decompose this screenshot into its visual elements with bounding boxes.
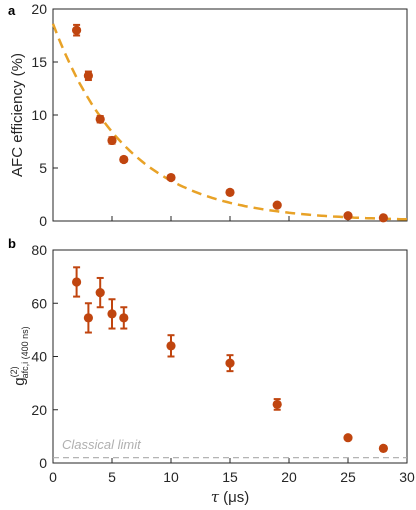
data-point-b-2 xyxy=(95,288,105,298)
data-point-a-3 xyxy=(107,135,117,146)
ytick-label-a-4: 20 xyxy=(31,1,47,17)
panel-b-letter: b xyxy=(8,236,16,251)
xlabel-unit: (μs) xyxy=(223,489,249,506)
fit-curve xyxy=(51,23,408,221)
data-point-a-1 xyxy=(83,71,93,81)
data-point-b-0 xyxy=(72,277,82,287)
data-point-a-9 xyxy=(378,213,388,223)
xtick-label-b-3: 15 xyxy=(222,469,238,485)
data-point-b-3 xyxy=(107,309,117,319)
xtick-label-b-6: 30 xyxy=(399,469,415,485)
data-point-a-7 xyxy=(272,200,282,210)
classical-limit-label: Classical limit xyxy=(62,437,142,452)
panel-a-letter: a xyxy=(8,3,16,18)
data-point-b-4 xyxy=(119,313,129,323)
ytick-label-a-3: 15 xyxy=(31,54,47,70)
panel-a-ticks: 0 5 10 15 20 xyxy=(31,1,408,229)
data-point-b-7 xyxy=(272,399,282,410)
ylabel-main: g xyxy=(11,377,28,385)
panel-b-ylabel: g(2)afc,i (400 ns) xyxy=(9,326,30,385)
panel-a-points xyxy=(72,23,388,223)
ylabel-sup: (2) xyxy=(9,366,19,377)
ytick-label-a-0: 0 xyxy=(39,213,47,229)
xtick-label-b-4: 20 xyxy=(281,469,297,485)
panel-a-ylabel: AFC efficiency (%) xyxy=(9,53,26,177)
ytick-label-b-4: 80 xyxy=(31,242,47,258)
ytick-label-b-2: 40 xyxy=(31,349,47,365)
xtick-label-b-1: 5 xyxy=(108,469,116,485)
xtick-label-b-5: 25 xyxy=(340,469,356,485)
ylabel-sub: afc,i (400 ns) xyxy=(20,326,30,378)
ytick-label-a-1: 5 xyxy=(39,160,47,176)
data-point-a-0 xyxy=(72,25,82,35)
ytick-label-b-1: 20 xyxy=(31,402,47,418)
xtick-label-b-0: 0 xyxy=(49,469,57,485)
data-point-b-1 xyxy=(83,313,93,323)
data-point-a-8 xyxy=(343,211,353,221)
panel-b-xlabel: τ (μs) xyxy=(211,488,249,506)
xlabel-symbol: τ xyxy=(211,488,220,506)
data-point-b-6 xyxy=(225,358,235,368)
ytick-label-a-2: 10 xyxy=(31,107,47,123)
data-point-a-2 xyxy=(95,114,105,124)
panel-b-points xyxy=(72,266,388,453)
panel-b-ticks: 0 5 10 15 20 25 30 0 20 40 60 80 xyxy=(31,242,415,485)
data-point-a-4 xyxy=(119,154,129,165)
ytick-label-b-3: 60 xyxy=(31,295,47,311)
data-point-b-5 xyxy=(166,341,176,351)
ytick-label-b-0: 0 xyxy=(39,455,47,471)
data-point-a-5 xyxy=(166,172,176,183)
xtick-label-b-2: 10 xyxy=(163,469,179,485)
data-point-a-6 xyxy=(225,187,235,197)
data-point-b-8 xyxy=(343,433,353,443)
data-point-b-9 xyxy=(378,443,388,453)
panel-a: a 0 5 10 15 20 AFC efficiency (%) xyxy=(8,1,408,229)
